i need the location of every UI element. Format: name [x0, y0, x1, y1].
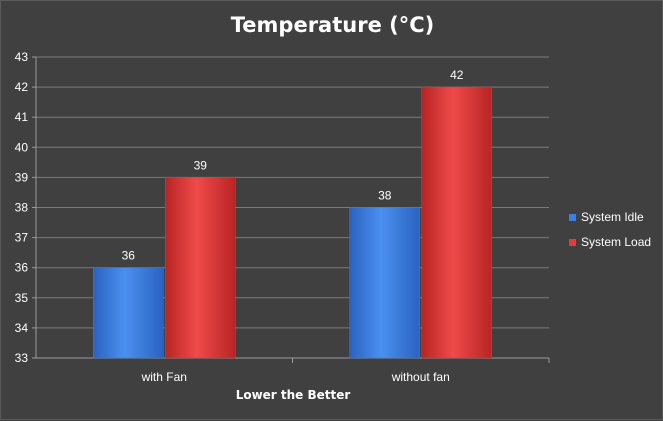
- data-label: 39: [194, 158, 208, 172]
- legend: System Idle System Load: [569, 210, 651, 249]
- x-axis-title: Lower the Better: [236, 388, 351, 402]
- bar: [349, 207, 420, 359]
- y-tick-label: 42: [15, 80, 29, 94]
- chart-title: Temperature (°C): [230, 13, 435, 37]
- bar: [93, 267, 164, 359]
- data-label: 38: [378, 189, 392, 203]
- y-tick-label: 34: [15, 321, 29, 335]
- y-tick-label: 39: [15, 170, 29, 184]
- labels: 33 34 35 36 37 38 39 40 41 42 43 36 39 with Fan 38 42 wi…: [15, 50, 464, 384]
- y-tick-label: 40: [15, 140, 29, 154]
- bar: [165, 177, 236, 359]
- y-tick-label: 38: [15, 201, 29, 215]
- legend-label: System Load: [581, 235, 651, 249]
- bar: [421, 86, 492, 359]
- category-label: with Fan: [141, 370, 187, 384]
- y-tick-label: 41: [15, 110, 29, 124]
- y-tick-label: 35: [15, 291, 29, 305]
- category-label: without fan: [391, 370, 450, 384]
- y-tick-label: 43: [15, 50, 29, 64]
- bars: [93, 86, 492, 359]
- y-tick-label: 37: [15, 231, 29, 245]
- legend-swatch: [569, 239, 576, 246]
- legend-label: System Idle: [581, 210, 644, 224]
- legend-swatch: [569, 214, 576, 221]
- data-label: 36: [122, 249, 136, 263]
- y-tick-label: 33: [15, 351, 29, 365]
- data-label: 42: [450, 68, 464, 82]
- y-tick-label: 36: [15, 261, 29, 275]
